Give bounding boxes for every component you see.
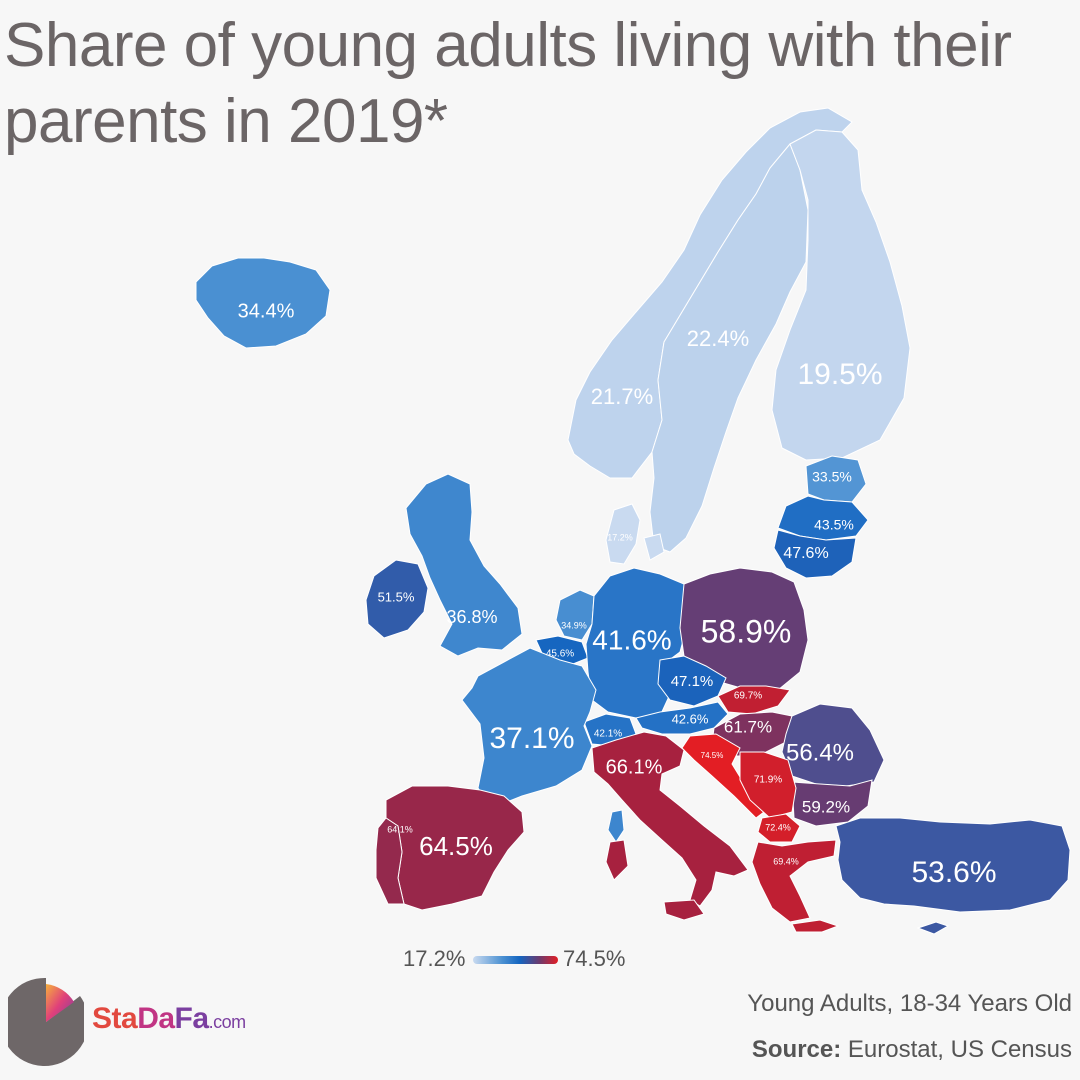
region-italy <box>591 731 749 907</box>
legend-color-bar <box>473 956 558 964</box>
source-line: Source: Eurostat, US Census <box>752 1036 1072 1064</box>
brand-name: StaDaFa.com <box>92 1002 246 1036</box>
value-label-greece: 69.4% <box>773 856 799 866</box>
value-label-turkey: 53.6% <box>911 856 996 889</box>
value-label-belgium: 45.6% <box>546 649 574 660</box>
region-corsica <box>607 809 625 843</box>
region-sicily <box>663 899 705 921</box>
source-text: Eurostat, US Census <box>847 1036 1072 1063</box>
value-label-denmark: 17.2% <box>607 532 633 542</box>
value-label-lithuania: 47.6% <box>783 545 828 562</box>
brand-part-2: Da <box>137 1002 175 1035</box>
region-bulgaria <box>791 779 873 827</box>
region-austria <box>635 701 729 735</box>
region-greece <box>751 839 837 923</box>
legend-min-label: 17.2% <box>403 946 466 971</box>
value-label-uk: 36.8% <box>446 607 497 627</box>
value-label-poland: 58.9% <box>701 613 792 649</box>
region-france <box>461 647 597 809</box>
brand-part-1: Sta <box>92 1002 138 1035</box>
legend-max-label: 74.5% <box>563 946 626 971</box>
region-croatia <box>681 733 765 819</box>
region-slovakia <box>717 685 791 715</box>
value-label-austria: 42.6% <box>672 711 709 726</box>
region-sardinia <box>605 839 629 881</box>
brand-part-3: Fa <box>174 1002 210 1035</box>
value-label-portugal: 64.1% <box>387 824 413 834</box>
value-label-sweden: 22.4% <box>687 326 749 351</box>
region-turkey <box>835 817 1071 913</box>
value-label-switzerland: 42.1% <box>594 729 622 740</box>
region-ireland <box>365 559 429 639</box>
region-uk <box>405 473 523 657</box>
value-label-estonia: 33.5% <box>812 469 852 485</box>
value-label-france: 37.1% <box>489 722 574 755</box>
value-label-spain: 64.5% <box>419 831 493 861</box>
value-label-germany: 41.6% <box>592 624 671 655</box>
value-label-slovakia: 69.7% <box>734 691 762 702</box>
value-label-finland: 19.5% <box>797 358 882 391</box>
region-netherlands <box>555 589 595 641</box>
region-finland <box>771 129 911 461</box>
value-label-netherlands: 34.9% <box>561 620 587 630</box>
footnote: Young Adults, 18-34 Years Old <box>747 990 1072 1017</box>
value-label-hungary: 61.7% <box>724 717 772 736</box>
source-label: Source: <box>751 1036 842 1063</box>
value-label-romania: 56.4% <box>786 739 854 766</box>
value-label-czechia: 47.1% <box>671 673 714 690</box>
value-label-iceland: 34.4% <box>238 300 295 322</box>
value-label-norway: 21.7% <box>591 384 653 409</box>
region-estonia <box>805 455 867 503</box>
region-portugal <box>375 817 405 905</box>
region-lithuania <box>773 529 857 579</box>
value-label-ireland: 51.5% <box>378 589 415 604</box>
region-latvia <box>777 495 869 541</box>
region-cyprus <box>916 921 950 935</box>
brand-suffix: .com <box>208 1012 247 1032</box>
region-iceland <box>195 257 331 349</box>
region-denmark <box>605 503 665 565</box>
value-label-bulgaria: 59.2% <box>802 797 850 816</box>
chart-title: Share of young adults living with their … <box>4 11 1012 156</box>
value-label-italy: 66.1% <box>606 756 663 778</box>
region-north-macedonia <box>757 813 801 843</box>
value-label-north-macedonia: 72.4% <box>765 822 791 832</box>
value-label-latvia: 43.5% <box>814 517 854 533</box>
value-label-serbia: 71.9% <box>754 775 782 786</box>
region-serbia <box>739 751 797 819</box>
region-crete <box>791 919 840 933</box>
stadafa-logo-icon <box>8 977 84 1066</box>
value-label-croatia: 74.5% <box>701 751 724 760</box>
